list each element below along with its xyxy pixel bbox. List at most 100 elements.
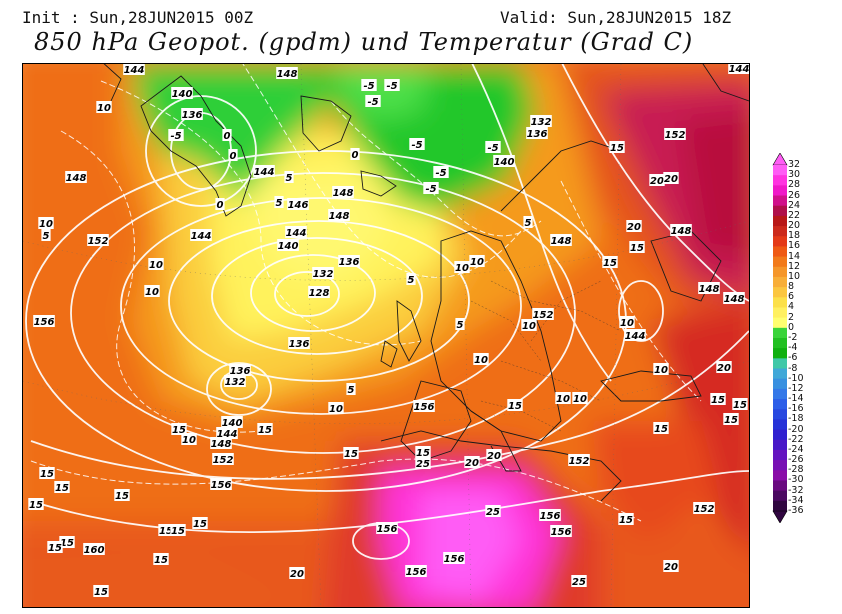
geopotential-label: 132	[313, 269, 334, 280]
geopotential-label-bg	[276, 67, 298, 79]
legend-value: -6	[788, 352, 798, 364]
temperature-label: 5	[276, 198, 283, 209]
legend-swatch	[773, 307, 787, 319]
legend-value: 10	[788, 270, 801, 282]
geopotential-label: 144	[286, 228, 307, 239]
temperature-label-bg	[346, 383, 356, 395]
temperature-label: 15	[172, 425, 186, 436]
legend-value: 22	[788, 209, 801, 221]
temperature-label-bg	[350, 148, 360, 160]
temperature-label: 15	[733, 400, 747, 411]
geopotential-label-bg	[624, 329, 646, 341]
legend-value: 12	[788, 260, 801, 272]
temperature-label: 0	[352, 150, 359, 161]
temperature-label-bg	[144, 285, 160, 297]
legend-swatch	[773, 256, 787, 268]
geopotential-label: 156	[540, 511, 561, 522]
legend-value: 6	[788, 291, 795, 303]
geopotential-label: 156	[551, 527, 572, 538]
temperature-label-bg	[328, 402, 344, 414]
geopotential-label-bg	[723, 292, 745, 304]
temperature-label-bg	[343, 447, 359, 459]
temperature-label-bg	[96, 101, 112, 113]
legend-value: -10	[788, 372, 804, 384]
geopotential-label-bg	[65, 171, 87, 183]
legend-value: -14	[788, 393, 804, 405]
temperature-label: 0	[217, 200, 224, 211]
temperature-label-bg	[423, 182, 439, 194]
temperature-label-bg	[455, 318, 465, 330]
map-title: 850 hPa Geopot. (gpdm) und Temperatur (G…	[34, 28, 694, 56]
temperature-label: 10	[522, 321, 536, 332]
geopotential-label: 156	[444, 554, 465, 565]
geopotential-label-bg	[568, 454, 590, 466]
temperature-label: -5	[435, 168, 446, 179]
temperature-label: 5	[457, 320, 464, 331]
geopotential-label-bg	[664, 128, 686, 140]
temperature-label-bg	[469, 255, 485, 267]
temperature-label: 15	[724, 415, 738, 426]
geopotential-label: 148	[671, 226, 692, 237]
temperature-label-bg	[663, 560, 679, 572]
temperature-label-bg	[653, 422, 669, 434]
legend-swatch	[773, 368, 787, 380]
legend-value: 14	[788, 250, 801, 262]
geopotential-label: 146	[288, 200, 309, 211]
temperature-label-bg	[663, 172, 679, 184]
legend-value: 4	[788, 301, 795, 313]
temperature-label-bg	[365, 95, 381, 107]
legend-swatch	[773, 215, 787, 227]
temperature-label-bg	[170, 524, 186, 536]
temperature-label-bg	[289, 567, 305, 579]
weather-map[interactable]: 144 148 140 136 144 146 144 140 148 148 148 152 144 1…	[22, 63, 750, 608]
geopotential-label: 156	[414, 402, 435, 413]
geopotential-label: 136	[527, 129, 548, 140]
temperature-label: 20	[290, 569, 304, 580]
temperature-label: -5	[367, 97, 378, 108]
temperature-label: 15	[654, 424, 668, 435]
legend-swatch	[773, 226, 787, 237]
temperature-label-bg	[485, 141, 501, 153]
legend-value: -24	[788, 443, 804, 455]
temperature-label-bg	[153, 553, 169, 565]
temperature-label-bg	[284, 171, 294, 183]
temperature-label-bg	[384, 79, 400, 91]
temperature-label-bg	[409, 138, 425, 150]
temperature-label: 0	[224, 131, 231, 142]
geopotential-label: 140	[494, 157, 515, 168]
geopotential-label: 156	[377, 524, 398, 535]
legend-arrow-top	[772, 153, 788, 166]
temperature-label: 15	[115, 491, 129, 502]
temperature-label-bg	[192, 517, 208, 529]
temperature-label: -5	[386, 81, 397, 92]
legend-value: -16	[788, 403, 804, 415]
temperature-label: 5	[43, 231, 50, 242]
geopotential-label-bg	[83, 543, 105, 555]
temperature-label: 10	[620, 318, 634, 329]
temperature-label: 5	[525, 218, 532, 229]
legend-swatch	[773, 449, 787, 461]
legend-swatch	[773, 175, 787, 186]
geopotential-label: 152	[213, 455, 234, 466]
geopotential-label-bg	[229, 364, 251, 376]
geopotential-label-bg	[332, 186, 354, 198]
legend-value: -20	[788, 423, 804, 435]
geopotential-label-bg	[288, 337, 310, 349]
geopotential-label-bg	[526, 127, 548, 139]
temperature-label-bg	[215, 198, 225, 210]
geopotential-label: 144	[729, 64, 749, 75]
legend-value: -4	[788, 342, 798, 354]
temperature-label: 15	[171, 526, 185, 537]
legend-swatch	[773, 338, 787, 349]
geopotential-label: 156	[406, 567, 427, 578]
temperature-label-bg	[415, 446, 431, 458]
temperature-legend: 32 30 28 26 24 22 20 18 16 14 12 10 8 6 4 2 0 -2 -4 -6 -8 -10…	[772, 153, 842, 523]
temperature-label-bg	[609, 141, 625, 153]
temperature-label-bg	[181, 433, 197, 445]
temperature-label: -5	[170, 131, 181, 142]
geopotential-label-bg	[532, 308, 554, 320]
temperature-label: 20	[664, 174, 678, 185]
geopotential-label-bg	[728, 64, 749, 74]
temperature-label: 15	[610, 143, 624, 154]
